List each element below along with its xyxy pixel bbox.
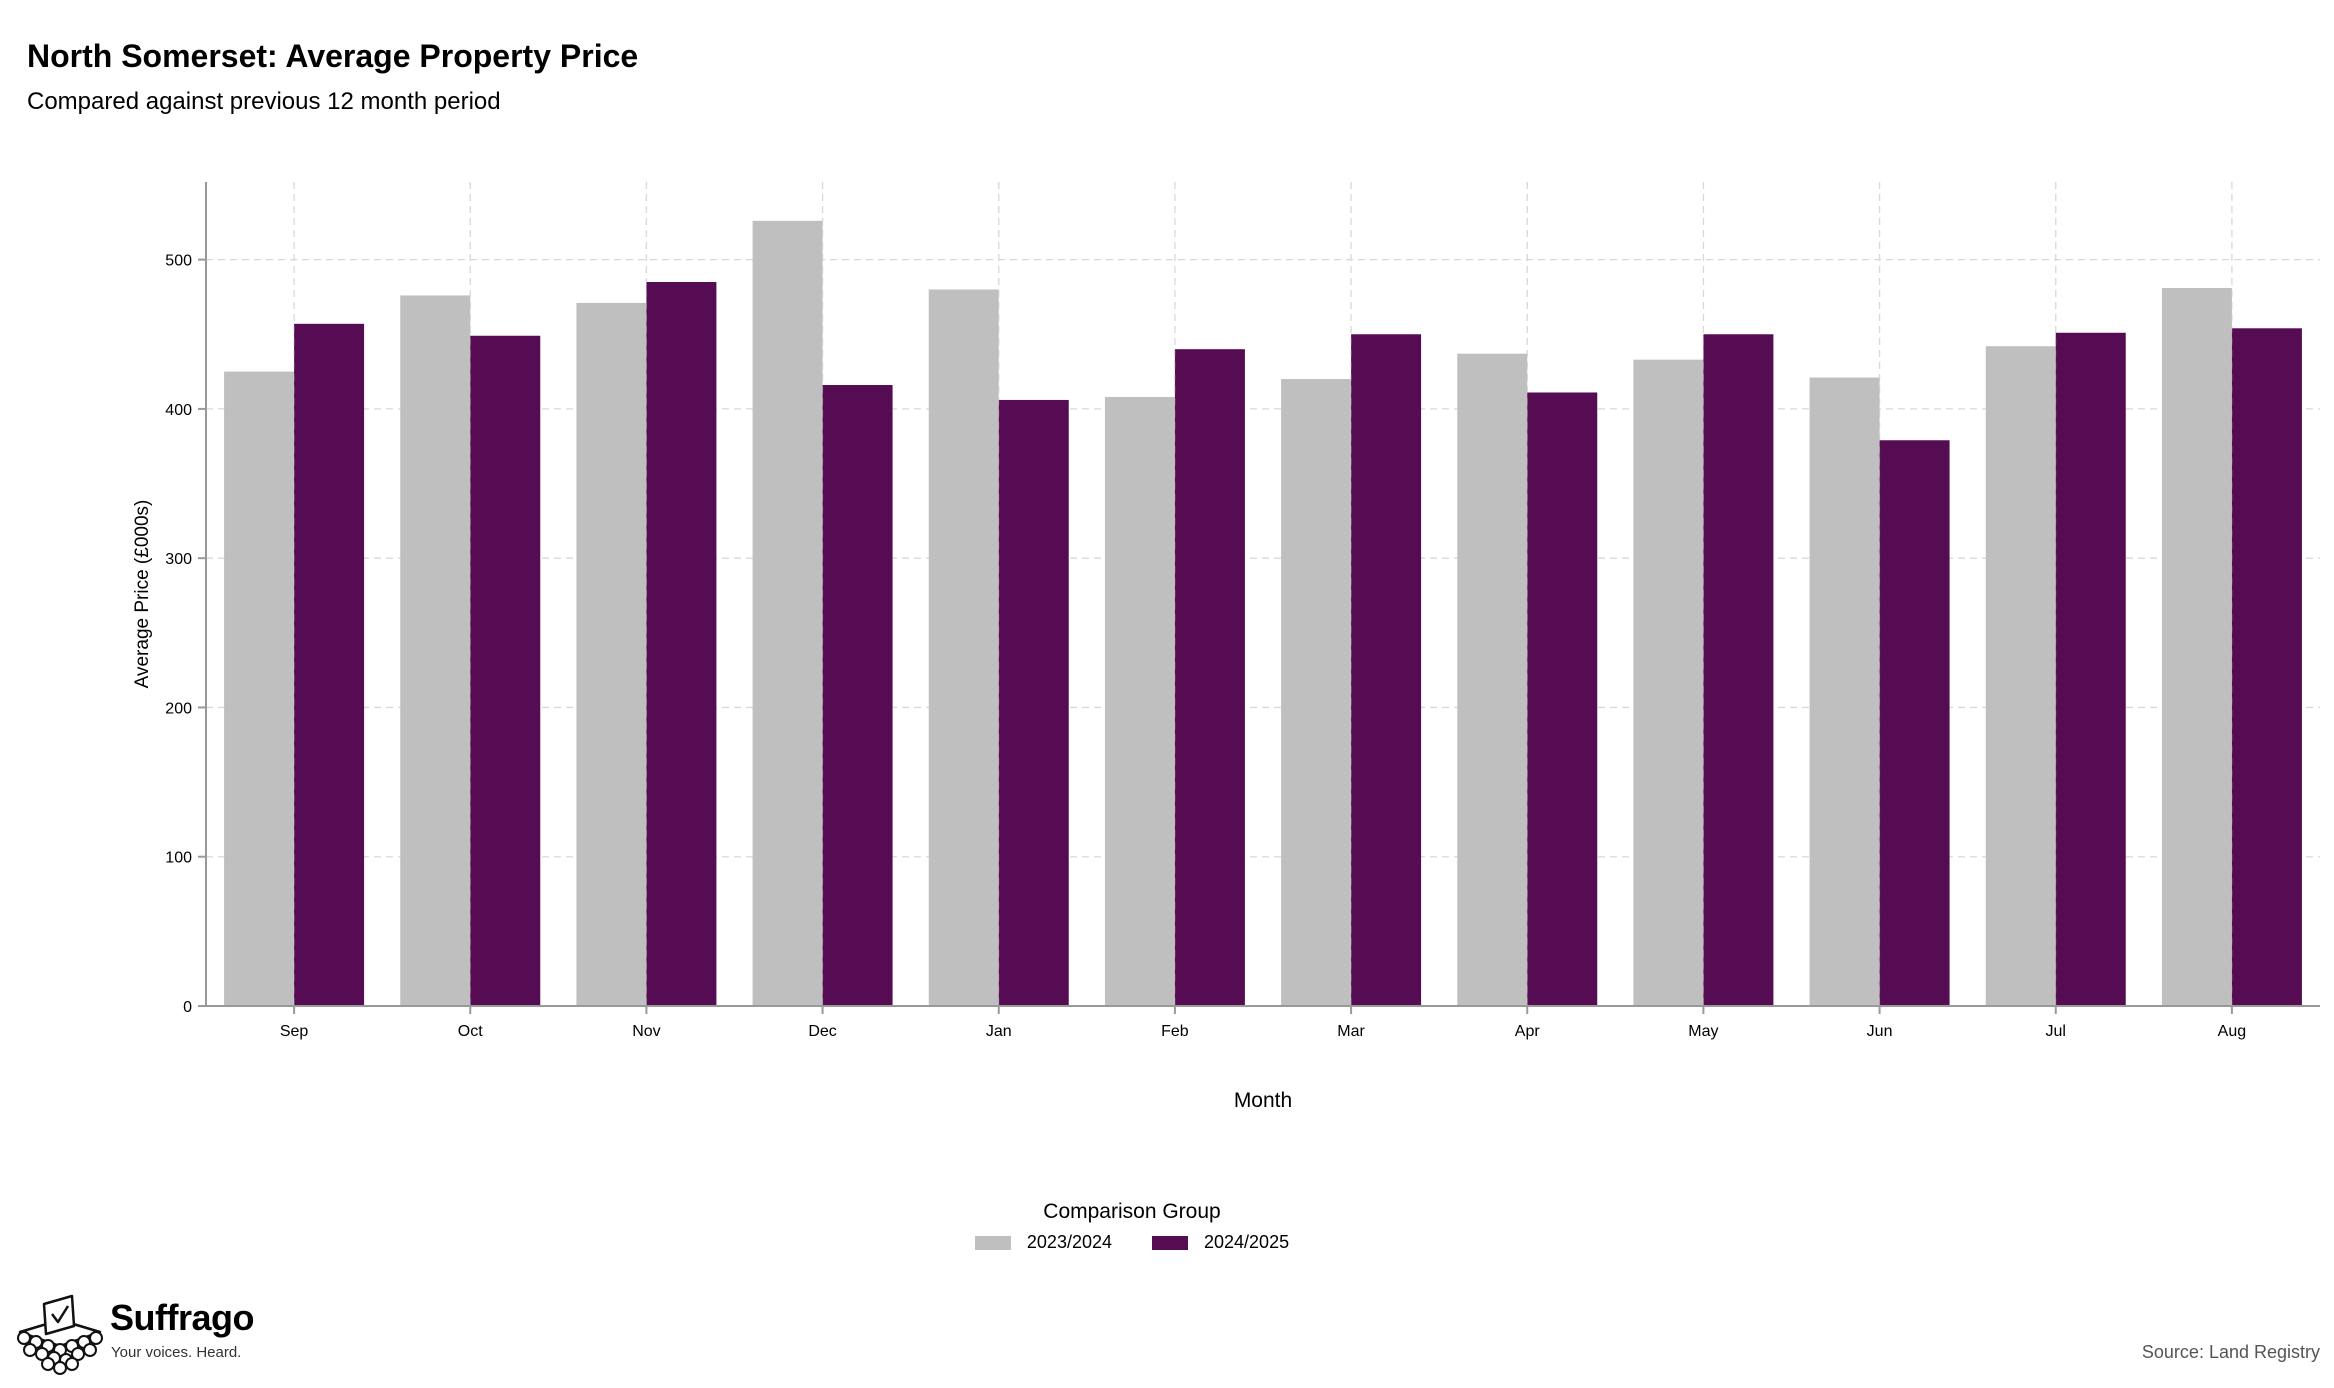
ballot-box-logo-icon xyxy=(17,1294,103,1375)
x-tick-label-nov: Nov xyxy=(632,1023,660,1040)
x-tick-label-feb: Feb xyxy=(1161,1023,1189,1040)
bar-apr-2023-2024 xyxy=(1457,353,1528,1007)
bar-feb-2024-2025 xyxy=(1174,349,1245,1006)
y-tick-label-0: 0 xyxy=(183,999,192,1016)
legend-swatch-2023-2024 xyxy=(974,1235,1011,1250)
bar-may-2023-2024 xyxy=(1633,359,1704,1006)
x-tick-label-jun: Jun xyxy=(1867,1023,1893,1040)
brand-tagline: Your voices. Heard. xyxy=(111,1344,242,1361)
brand-name: Suffrago xyxy=(110,1297,255,1338)
bar-jun-2023-2024 xyxy=(1809,377,1880,1006)
legend-title: Comparison Group xyxy=(1043,1200,1221,1223)
legend: Comparison Group 2023/2024 2024/2025 xyxy=(0,1200,2334,1255)
y-tick-label-500: 500 xyxy=(165,253,192,270)
x-tick-label-apr: Apr xyxy=(1515,1023,1541,1040)
bar-dec-2023-2024 xyxy=(752,220,823,1007)
x-tick-label-may: May xyxy=(1688,1023,1718,1040)
bar-feb-2023-2024 xyxy=(1104,396,1175,1006)
bar-nov-2024-2025 xyxy=(646,282,717,1006)
x-tick-label-jan: Jan xyxy=(986,1023,1012,1040)
bar-chart: 0 100 200 300 400 500 Sep Oct Nov Dec Jan Feb Mar Apr… xyxy=(132,182,2320,1112)
x-tick-label-oct: Oct xyxy=(458,1023,483,1040)
x-tick-label-mar: Mar xyxy=(1337,1023,1365,1040)
bar-mar-2023-2024 xyxy=(1281,379,1352,1007)
bar-may-2024-2025 xyxy=(1703,334,1774,1006)
x-tick-label-dec: Dec xyxy=(808,1023,836,1040)
bar-jan-2023-2024 xyxy=(928,289,999,1006)
x-axis-title: Month xyxy=(1234,1089,1292,1112)
legend-item-2024-2025: 2024/2025 xyxy=(1152,1232,1289,1253)
bar-dec-2024-2025 xyxy=(822,385,893,1006)
bar-jun-2024-2025 xyxy=(1879,440,1950,1007)
legend-label-2023-2024: 2023/2024 xyxy=(1026,1232,1112,1252)
legend-item-2023-2024: 2023/2024 xyxy=(974,1232,1112,1253)
y-tick-label-300: 300 xyxy=(165,551,192,568)
bar-apr-2024-2025 xyxy=(1527,392,1598,1006)
bar-jan-2024-2025 xyxy=(998,399,1069,1006)
bar-nov-2023-2024 xyxy=(576,302,647,1006)
source-note: Source: Land Registry xyxy=(2141,1342,2320,1362)
legend-label-2024-2025: 2024/2025 xyxy=(1204,1232,1290,1252)
bar-aug-2023-2024 xyxy=(2161,287,2232,1007)
x-tick-label-jul: Jul xyxy=(2046,1023,2066,1040)
bar-sep-2024-2025 xyxy=(294,323,365,1006)
bar-oct-2024-2025 xyxy=(470,335,541,1006)
legend-swatch-2024-2025 xyxy=(1152,1235,1188,1250)
y-tick-label-400: 400 xyxy=(165,402,192,419)
chart-title: North Somerset: Average Property Price xyxy=(27,38,639,74)
bar-aug-2024-2025 xyxy=(2231,328,2302,1006)
bar-jul-2024-2025 xyxy=(2055,332,2126,1006)
bar-jul-2023-2024 xyxy=(1985,346,2056,1007)
bar-mar-2024-2025 xyxy=(1351,334,1422,1006)
y-axis-title: Average Price (£000s) xyxy=(132,500,153,689)
x-tick-label-aug: Aug xyxy=(2218,1023,2246,1040)
x-tick-label-sep: Sep xyxy=(280,1023,309,1040)
bar-sep-2023-2024 xyxy=(224,371,295,1006)
bar-oct-2023-2024 xyxy=(400,295,471,1006)
legend-items: 2023/2024 2024/2025 xyxy=(974,1232,1289,1253)
chart-subtitle: Compared against previous 12 month perio… xyxy=(27,88,501,115)
y-tick-label-100: 100 xyxy=(165,850,192,867)
y-tick-label-200: 200 xyxy=(165,700,192,717)
